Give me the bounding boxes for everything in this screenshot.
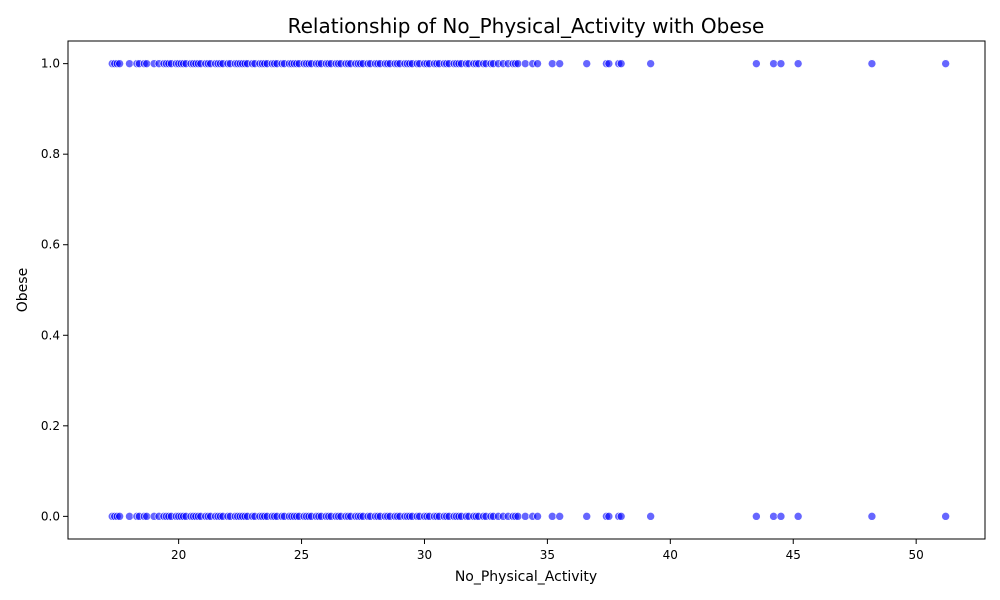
x-tick-label: 20	[171, 548, 186, 562]
data-point	[769, 59, 778, 68]
data-point	[752, 59, 761, 68]
data-point	[533, 59, 542, 68]
y-axis-label: Obese	[15, 268, 31, 312]
x-axis-ticks: 20 25 30 35 40 45 50	[171, 539, 924, 562]
data-point	[533, 512, 542, 521]
data-point	[555, 512, 564, 521]
data-point	[520, 512, 530, 521]
data-point	[769, 512, 778, 521]
data-point	[646, 512, 655, 521]
data-point	[548, 59, 557, 68]
y-axis-ticks: 0.0 0.2 0.4 0.6 0.8 1.0	[41, 57, 68, 523]
x-tick-label: 45	[786, 548, 801, 562]
data-point	[752, 512, 761, 521]
data-point	[582, 59, 592, 68]
data-point	[513, 59, 523, 68]
data-point	[548, 512, 557, 521]
data-point	[776, 512, 786, 521]
x-tick-label: 40	[663, 548, 678, 562]
x-axis-label: No_Physical_Activity	[455, 569, 597, 585]
data-point	[793, 512, 803, 521]
data-point	[776, 59, 786, 68]
data-point	[125, 512, 134, 521]
plot-area-frame	[67, 40, 986, 540]
data-point	[142, 59, 151, 68]
x-tick-label: 35	[540, 548, 555, 562]
data-point	[646, 59, 655, 68]
data-point	[941, 512, 950, 521]
data-point	[115, 512, 124, 521]
chart-title: Relationship of No_Physical_Activity wit…	[288, 14, 765, 38]
y-tick-label: 0.8	[41, 147, 60, 161]
y-tick-label: 0.2	[41, 419, 60, 433]
y-tick-label: 0.4	[41, 328, 60, 342]
x-tick-label: 30	[417, 548, 432, 562]
data-point	[115, 59, 124, 68]
data-point	[125, 59, 134, 68]
data-point	[616, 59, 626, 68]
data-point	[793, 59, 803, 68]
y-tick-label: 0.6	[41, 238, 60, 252]
data-point	[941, 59, 950, 68]
data-point	[604, 512, 614, 521]
data-point	[616, 512, 626, 521]
data-point	[867, 512, 877, 521]
data-point	[142, 512, 151, 521]
data-point	[555, 59, 564, 68]
data-point	[520, 59, 530, 68]
y-tick-label: 1.0	[41, 57, 60, 71]
data-point	[604, 59, 614, 68]
data-point	[867, 59, 877, 68]
x-tick-label: 50	[909, 548, 924, 562]
x-tick-label: 25	[294, 548, 309, 562]
data-point	[513, 512, 523, 521]
data-points	[107, 59, 950, 521]
y-tick-label: 0.0	[41, 509, 60, 523]
data-point	[582, 512, 592, 521]
